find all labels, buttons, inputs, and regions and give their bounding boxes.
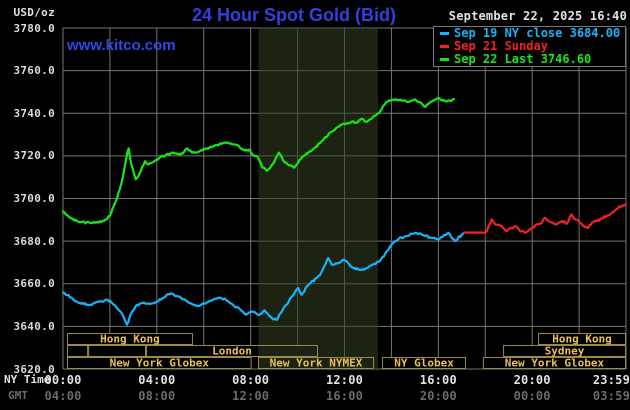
legend-label: Sep 21 Sunday: [454, 39, 548, 53]
session-box: [88, 345, 147, 357]
session-box-fill: [382, 357, 467, 369]
x-axis-tick-label-ny: 12:00: [325, 373, 364, 387]
session-box: [257, 357, 375, 369]
session-label: Hong Kong: [100, 333, 160, 346]
x-axis-tick-label-ny: 16:00: [419, 373, 457, 387]
session-box: [66, 357, 252, 369]
legend: Sep 19 NY close 3684.00 Sep 21 Sunday Sep …: [433, 26, 626, 67]
x-axis-tick-label-gmt: 12:00: [232, 389, 270, 403]
x-axis-tick-label-gmt: 20:00: [419, 389, 457, 403]
session-box-fill: [503, 345, 626, 357]
x-axis-tick-label-gmt: 03:59: [592, 389, 630, 403]
y-axis-tick-label: 3660.0: [13, 277, 55, 291]
legend-item: Sep 19 NY close 3684.00: [434, 27, 625, 40]
chart-datetime: September 22, 2025 16:40: [448, 9, 627, 23]
legend-item: Sep 21 Sunday: [434, 40, 625, 53]
session-box-fill: [66, 357, 252, 369]
y-axis-tick-label: 3620.0: [13, 362, 55, 376]
x-axis-tick-label-ny: 23:59: [592, 373, 630, 387]
session-box: [382, 357, 467, 369]
session-label: London: [212, 345, 252, 358]
y-axis-tick-label: 3780.0: [13, 21, 55, 35]
chart-title: 24 Hour Spot Gold (Bid): [192, 5, 396, 25]
y-axis-tick-label: 3720.0: [13, 149, 55, 163]
legend-swatch-icon: [440, 45, 449, 48]
legend-item: Sep 22 Last 3746.60: [434, 53, 625, 66]
y-axis-tick-label: 3760.0: [13, 64, 55, 78]
legend-label: Sep 19 NY close 3684.00: [454, 26, 621, 40]
session-box: [66, 333, 193, 345]
x-axis-tick-label-ny: 08:00: [232, 373, 270, 387]
session-label: NY Globex: [394, 357, 454, 370]
y-axis-tick-label: 3740.0: [13, 106, 55, 120]
legend-label: Sep 22 Last 3746.60: [454, 52, 592, 66]
gmt-label: GMT: [8, 389, 28, 402]
legend-swatch-icon: [440, 58, 449, 61]
y-axis-tick-label: 3640.0: [13, 319, 55, 333]
x-axis-tick-label-ny: 20:00: [513, 373, 551, 387]
session-box: [482, 357, 627, 369]
nymex-session-band: [258, 28, 379, 369]
x-axis-ny-time-row: NY Time 00:00 04:00 08:00 12:00 16:00 20:00 23…: [0, 373, 630, 387]
x-axis-tick-label-gmt: 00:00: [513, 389, 551, 403]
legend-swatch-icon: [440, 32, 449, 35]
session-box-fill: [482, 357, 626, 369]
price-line-sep-22-last: [61, 96, 456, 225]
session-box-fill: [66, 333, 193, 345]
x-axis-tick-label-gmt: 04:00: [44, 389, 82, 403]
session-box: [538, 333, 626, 345]
session-box-fill: [66, 345, 89, 357]
session-label: New York Globex: [110, 357, 210, 370]
price-line-sep-21-sunday: [463, 203, 627, 234]
session-box-fill: [88, 345, 147, 357]
price-line-sep-19-ny-close: [61, 231, 466, 326]
x-axis-tick-label-gmt: 16:00: [325, 389, 364, 403]
x-axis-tick-label-ny: 00:00: [44, 373, 82, 387]
unit-label: USD/oz: [13, 6, 55, 19]
session-box: [146, 345, 318, 357]
session-box-fill: [538, 333, 626, 345]
x-axis-gmt-row: GMT 04:00 08:00 12:00 16:00 20:00 00:00 03:59: [0, 389, 630, 403]
ny-time-label: NY Time: [4, 373, 51, 386]
session-label: New York Globex: [505, 357, 605, 370]
y-axis-tick-label: 3680.0: [13, 234, 55, 248]
session-label: Sydney: [545, 345, 585, 358]
kitco-watermark[interactable]: www.kitco.com: [67, 37, 176, 54]
y-axis-tick-label: 3700.0: [13, 192, 55, 205]
session-label: New York NYMEX: [270, 357, 363, 370]
x-axis-tick-label-ny: 04:00: [138, 373, 176, 387]
session-label: Hong Kong: [552, 333, 612, 346]
session-box: [66, 345, 89, 357]
session-box: [503, 345, 627, 357]
x-axis-tick-label-gmt: 08:00: [138, 389, 176, 403]
